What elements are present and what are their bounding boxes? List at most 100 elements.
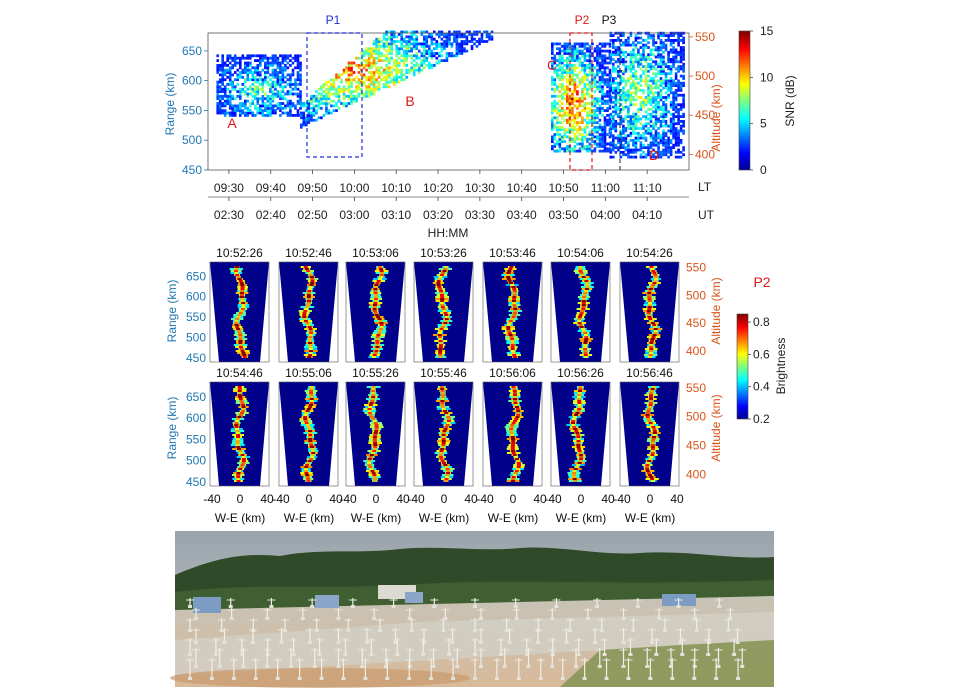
snr-cell [622, 146, 625, 149]
snr-cell [672, 112, 675, 116]
snr-cell [677, 143, 680, 147]
snr-cell [654, 112, 658, 116]
snr-cell [603, 116, 607, 120]
snr-cell [601, 135, 604, 139]
snr-cell [649, 146, 653, 149]
snr-cell [218, 111, 222, 115]
snr-cell [473, 37, 476, 41]
snr-cell [239, 66, 242, 70]
frame-streak-core [576, 442, 581, 444]
snr-cell [609, 143, 613, 147]
snr-cell [377, 56, 381, 60]
snr-cell [679, 120, 683, 123]
snr-cell [412, 59, 416, 62]
snr-cell [682, 69, 685, 73]
snr-cell [614, 39, 618, 42]
frame-streak-core [373, 432, 378, 434]
snr-cell [644, 103, 648, 107]
snr-cell [568, 106, 572, 110]
snr-cell [654, 117, 658, 121]
snr-cell [598, 140, 602, 143]
frame-streak-core [511, 480, 515, 482]
antenna-base [507, 641, 512, 644]
snr-cell [402, 40, 406, 43]
frame-streak-core [577, 406, 582, 408]
airglow-frame: 10:55:06 [278, 366, 339, 487]
snr-cell [652, 96, 655, 99]
snr-cell [612, 141, 615, 145]
snr-cell [365, 49, 368, 53]
snr-cell [637, 62, 640, 66]
snr-cell [662, 50, 665, 54]
snr-cell [652, 115, 655, 118]
snr-cell [246, 75, 250, 79]
snr-cell [325, 111, 328, 115]
snr-cell [609, 155, 613, 159]
snr-cell [573, 145, 577, 148]
snr-cell [614, 143, 618, 147]
snr-cell [251, 111, 255, 115]
snr-cell [649, 89, 653, 92]
snr-cell [561, 73, 564, 77]
snr-cell [332, 99, 336, 103]
snr-cell [370, 71, 373, 74]
snr-cell [558, 135, 562, 139]
snr-cell [377, 75, 381, 79]
snr-cell [428, 44, 431, 48]
snr-cell [576, 142, 579, 146]
snr-cell [571, 78, 574, 82]
snr-cell [664, 72, 668, 76]
frame-streak-core [237, 386, 242, 388]
snr-cell [627, 41, 630, 45]
snr-cell [340, 80, 343, 84]
snr-cell [659, 77, 663, 80]
frame-streak-core [307, 356, 312, 358]
snr-cell [598, 97, 602, 101]
antenna-base [735, 641, 740, 644]
snr-cell [322, 102, 326, 105]
snr-cell [423, 44, 426, 48]
snr-cell [578, 52, 582, 55]
snr-cell [664, 46, 668, 49]
snr-cell [249, 92, 252, 96]
snr-cell [438, 35, 441, 39]
snr-cell [642, 53, 645, 57]
snr-cell [279, 80, 282, 84]
frame-streak-core [510, 434, 515, 436]
snr-cell [430, 42, 434, 46]
snr-cell [563, 111, 567, 115]
snr-cell [244, 61, 247, 65]
snr-cell [327, 92, 331, 96]
snr-cell [347, 102, 351, 105]
snr-cell [614, 146, 618, 149]
snr-cell [377, 80, 381, 84]
snr-cell [264, 64, 267, 67]
frame-streak-core [513, 310, 518, 312]
snr-cell [425, 49, 429, 53]
snr-cell [581, 145, 584, 148]
snr-cell [320, 87, 323, 91]
snr-cell [581, 90, 584, 93]
frame-streak-core [241, 458, 246, 460]
snr-cell [566, 97, 569, 101]
snr-cell [662, 69, 665, 73]
snr-cell [624, 141, 628, 145]
snr-cell [400, 42, 403, 46]
snr-cell [669, 86, 673, 90]
snr-cell [682, 36, 685, 40]
snr-cell [652, 36, 655, 40]
snr-cell [667, 136, 670, 140]
snr-cell [438, 30, 441, 34]
frame-streak-core [441, 436, 446, 438]
frame-streak-core [440, 402, 445, 404]
snr-cell [573, 47, 577, 51]
snr-cell [553, 145, 557, 148]
snr-cell [586, 145, 589, 148]
snr-cell [216, 109, 219, 112]
snr-cell [420, 52, 424, 55]
snr-cell [465, 37, 469, 41]
snr-cell [551, 56, 554, 60]
snr-cell [654, 48, 658, 52]
snr-cell [654, 120, 658, 123]
snr-cell [576, 128, 579, 132]
